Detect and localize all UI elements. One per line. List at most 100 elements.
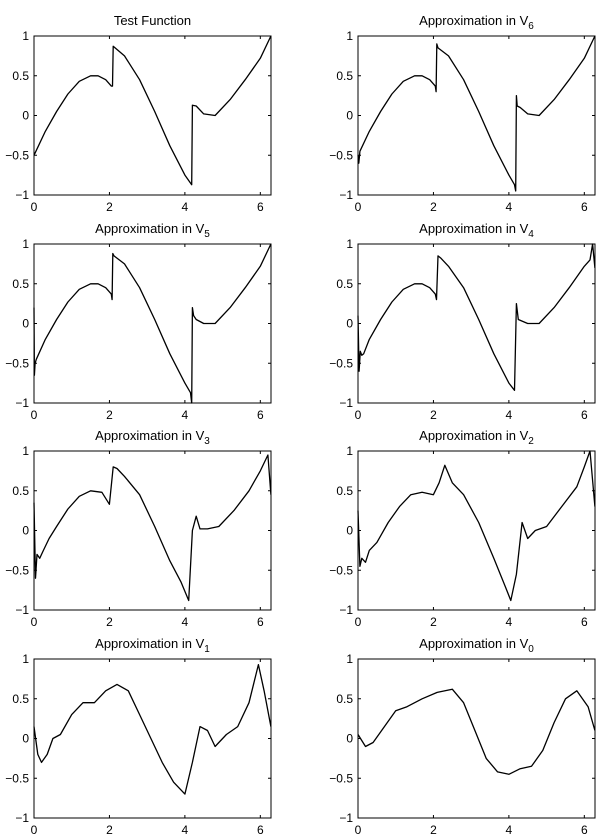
x-tick-label: 6 <box>257 200 264 214</box>
panel-3: Approximation in V4 0 2 4 6 1 0.5 0 −0.5 −1 <box>329 221 596 422</box>
y-tick-label: 0 <box>346 524 353 538</box>
x-tick-label: 0 <box>31 200 38 214</box>
series-line <box>33 454 272 602</box>
y-tick-label: 0.5 <box>12 277 29 291</box>
y-tick-label: 1 <box>346 652 353 666</box>
x-tick-label: 2 <box>430 615 437 629</box>
x-tick-label: 6 <box>257 823 264 837</box>
series-line <box>357 450 596 602</box>
x-tick-label: 0 <box>355 408 362 422</box>
y-tick-label: 0.5 <box>336 692 353 706</box>
y-tick-label: 0 <box>22 109 29 123</box>
y-tick-label: −0.5 <box>5 771 29 785</box>
y-tick-label: 0 <box>346 732 353 746</box>
x-tick-label: 6 <box>581 823 588 837</box>
x-tick-label: 0 <box>355 200 362 214</box>
y-tick-label: 0 <box>22 732 29 746</box>
x-tick-label: 6 <box>257 408 264 422</box>
y-tick-label: −1 <box>15 396 29 410</box>
y-tick-label: −1 <box>339 811 353 825</box>
series-line <box>357 35 596 192</box>
y-tick-label: 1 <box>22 29 29 43</box>
axes-frame <box>357 243 596 404</box>
y-tick-label: 0 <box>22 524 29 538</box>
x-tick-label: 2 <box>430 408 437 422</box>
y-tick-label: −0.5 <box>5 563 29 577</box>
y-tick-label: −0.5 <box>329 148 353 162</box>
y-tick-label: 0.5 <box>336 277 353 291</box>
y-tick-label: 0.5 <box>336 69 353 83</box>
y-tick-label: −0.5 <box>5 148 29 162</box>
x-tick-label: 6 <box>581 408 588 422</box>
y-tick-label: −0.5 <box>329 771 353 785</box>
y-tick-label: 0 <box>346 317 353 331</box>
y-tick-label: 1 <box>22 652 29 666</box>
panel-5: Approximation in V2 0 2 4 6 1 0.5 0 −0.5 −1 <box>329 428 596 629</box>
y-tick-label: 1 <box>346 237 353 251</box>
panel-title: Test Function <box>114 13 191 28</box>
x-tick-label: 0 <box>355 823 362 837</box>
y-tick-label: −1 <box>15 188 29 202</box>
x-tick-label: 0 <box>355 615 362 629</box>
panel-title: Approximation in V0 <box>419 636 534 655</box>
x-tick-label: 0 <box>31 408 38 422</box>
y-tick-label: 1 <box>22 237 29 251</box>
y-tick-label: −1 <box>15 603 29 617</box>
y-tick-label: 0.5 <box>12 484 29 498</box>
panel-4: Approximation in V3 0 2 4 6 1 0.5 0 −0.5 −1 <box>5 428 272 629</box>
x-tick-label: 2 <box>106 200 113 214</box>
x-tick-label: 2 <box>430 200 437 214</box>
panel-title: Approximation in V5 <box>95 221 210 240</box>
y-tick-label: 0.5 <box>12 69 29 83</box>
axes-frame <box>33 450 272 611</box>
panel-1: Approximation in V6 0 2 4 6 1 0.5 0 −0.5 −1 <box>329 13 596 214</box>
x-tick-label: 2 <box>106 615 113 629</box>
series-line <box>33 243 272 404</box>
y-tick-label: −0.5 <box>5 356 29 370</box>
x-tick-label: 2 <box>430 823 437 837</box>
x-tick-label: 2 <box>106 823 113 837</box>
x-tick-label: 2 <box>106 408 113 422</box>
panel-title: Approximation in V1 <box>95 636 210 655</box>
x-tick-label: 0 <box>31 823 38 837</box>
panel-7: Approximation in V0 0 2 4 6 1 0.5 0 −0.5 −1 <box>329 636 596 837</box>
panel-title: Approximation in V4 <box>419 221 534 240</box>
y-tick-label: 1 <box>22 444 29 458</box>
y-tick-label: −1 <box>15 811 29 825</box>
x-tick-label: 4 <box>182 408 189 422</box>
x-tick-label: 4 <box>506 823 513 837</box>
x-tick-label: 6 <box>257 615 264 629</box>
series-line <box>33 663 272 795</box>
x-tick-label: 4 <box>506 408 513 422</box>
y-tick-label: −1 <box>339 603 353 617</box>
x-tick-label: 6 <box>581 615 588 629</box>
y-tick-label: −1 <box>339 396 353 410</box>
axes-frame <box>33 243 272 404</box>
panel-0: Test Function 0 2 4 6 1 0.5 0 −0.5 −1 <box>5 13 272 214</box>
y-tick-label: 0.5 <box>12 692 29 706</box>
y-tick-label: 0.5 <box>336 484 353 498</box>
x-tick-label: 4 <box>182 823 189 837</box>
axes-frame <box>33 658 272 819</box>
panel-6: Approximation in V1 0 2 4 6 1 0.5 0 −0.5 −1 <box>5 636 272 837</box>
y-tick-label: −1 <box>339 188 353 202</box>
y-tick-label: 1 <box>346 444 353 458</box>
y-tick-label: 1 <box>346 29 353 43</box>
axes-frame <box>357 658 596 819</box>
panel-title: Approximation in V6 <box>419 13 534 32</box>
y-tick-label: −0.5 <box>329 356 353 370</box>
x-tick-label: 4 <box>506 615 513 629</box>
x-tick-label: 4 <box>182 200 189 214</box>
y-tick-label: 0 <box>346 109 353 123</box>
x-tick-label: 4 <box>506 200 513 214</box>
x-tick-label: 0 <box>31 615 38 629</box>
y-tick-label: 0 <box>22 317 29 331</box>
x-tick-label: 4 <box>182 615 189 629</box>
series-line <box>33 35 272 186</box>
panel-2: Approximation in V5 0 2 4 6 1 0.5 0 −0.5 −1 <box>5 221 272 422</box>
y-tick-label: −0.5 <box>329 563 353 577</box>
series-line <box>357 688 596 775</box>
series-line <box>357 243 596 391</box>
panel-title: Approximation in V3 <box>95 428 210 447</box>
panel-title: Approximation in V2 <box>419 428 534 447</box>
